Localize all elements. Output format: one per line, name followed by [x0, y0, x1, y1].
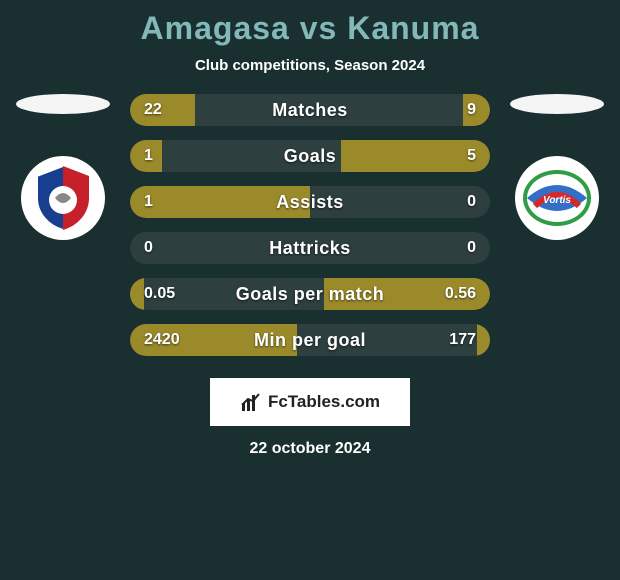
stat-val-right: 0	[453, 186, 490, 218]
crest-right-icon: Vortis	[521, 162, 593, 234]
comparison-card: Amagasa vs Kanuma Club competitions, Sea…	[0, 0, 620, 458]
crest-left	[21, 156, 105, 240]
stat-bar: 0 Hattricks 0	[130, 232, 490, 264]
svg-text:Vortis: Vortis	[543, 195, 571, 206]
crest-right: Vortis	[515, 156, 599, 240]
stat-val-right: 0.56	[431, 278, 490, 310]
stats-bars: 22 Matches 9 1 Goals 5 1 Assists 0	[130, 94, 490, 356]
page-title: Amagasa vs Kanuma	[0, 10, 620, 47]
stat-bar: 22 Matches 9	[130, 94, 490, 126]
stat-label: Assists	[130, 186, 490, 218]
stat-val-right: 9	[453, 94, 490, 126]
nation-flag-right	[510, 94, 604, 114]
stat-bar: 1 Goals 5	[130, 140, 490, 172]
stat-val-right: 5	[453, 140, 490, 172]
stat-val-right: 0	[453, 232, 490, 264]
crest-left-icon	[27, 162, 99, 234]
stat-bar: 1 Assists 0	[130, 186, 490, 218]
stat-label: Matches	[130, 94, 490, 126]
brand-badge: FcTables.com	[210, 378, 410, 426]
team-left-col	[8, 94, 118, 240]
main-row: 22 Matches 9 1 Goals 5 1 Assists 0	[0, 94, 620, 356]
stat-label: Hattricks	[130, 232, 490, 264]
subtitle: Club competitions, Season 2024	[0, 57, 620, 74]
brand-chart-icon	[240, 391, 262, 413]
team-right-col: Vortis	[502, 94, 612, 240]
footer-date: 22 october 2024	[0, 440, 620, 458]
stat-bar: 2420 Min per goal 177	[130, 324, 490, 356]
stat-label: Goals	[130, 140, 490, 172]
stat-val-right: 177	[435, 324, 490, 356]
stat-bar: 0.05 Goals per match 0.56	[130, 278, 490, 310]
brand-text: FcTables.com	[268, 392, 380, 412]
nation-flag-left	[16, 94, 110, 114]
